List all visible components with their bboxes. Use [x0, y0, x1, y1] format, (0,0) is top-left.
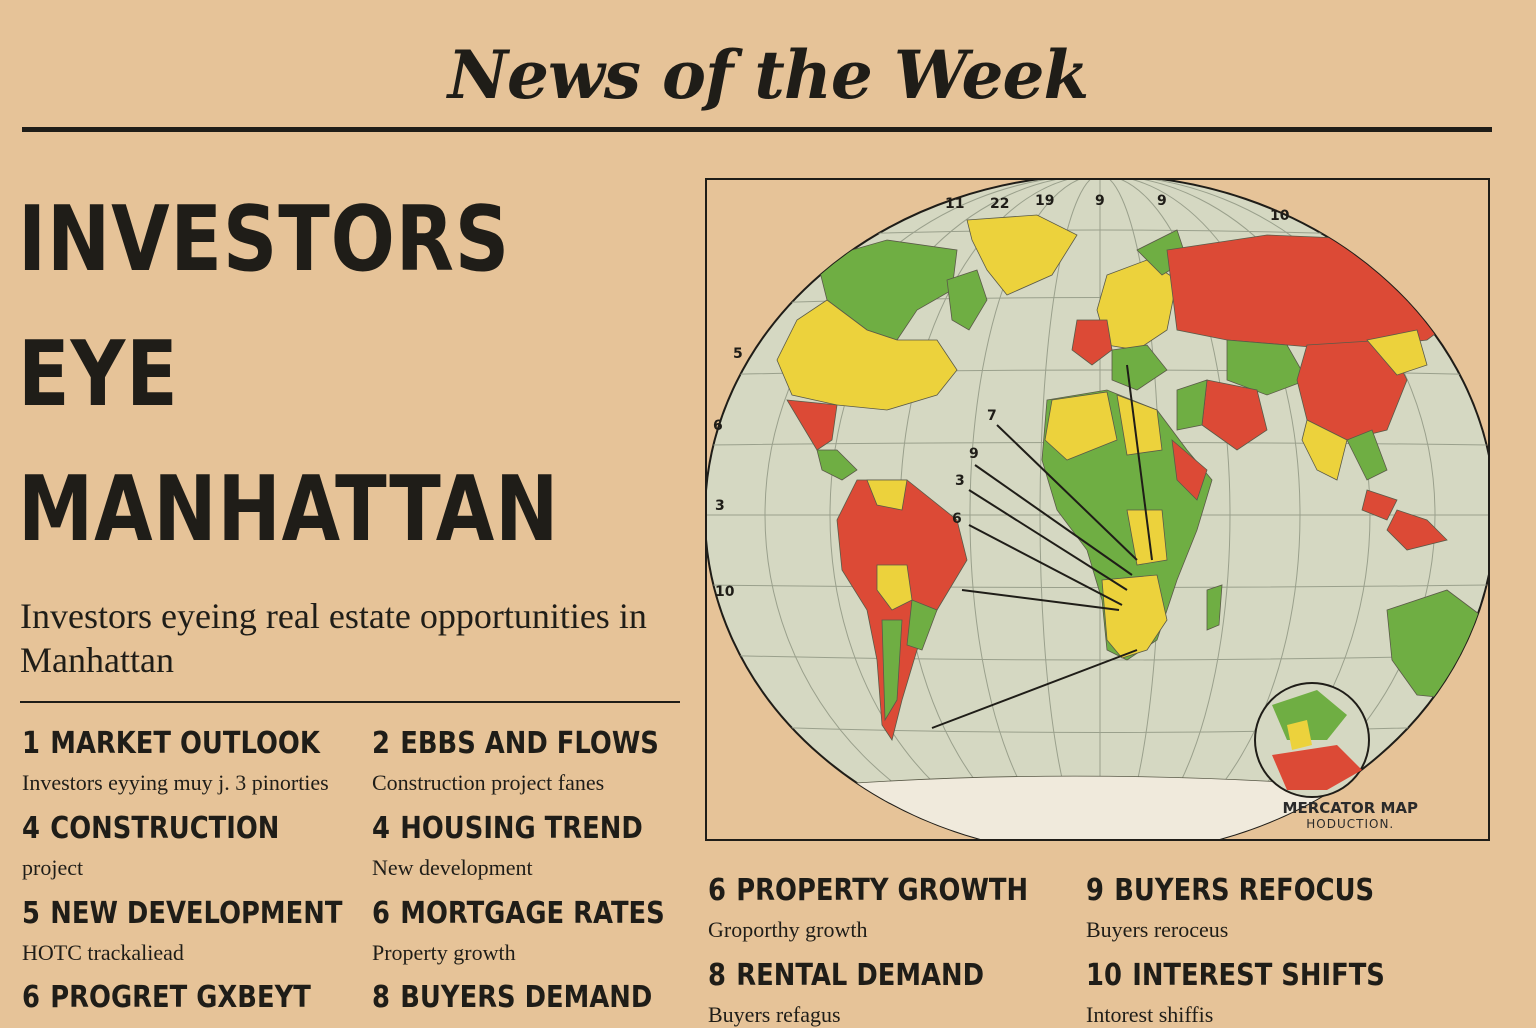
item-title: CONSTRUCTION: [50, 811, 280, 846]
headline-line-3: MANHATTAN: [18, 457, 560, 562]
item-subtitle: New development: [372, 855, 533, 880]
map-caption-title: MERCATOR MAP: [1282, 799, 1418, 817]
news-item-rental-demand[interactable]: 8 RENTAL DEMAND Buyers refagus: [708, 958, 1048, 1028]
world-map-svg: 11 22 19 9 9 10 5 6 3 10 7 9 3 6: [707, 180, 1488, 839]
item-title: MARKET OUTLOOK: [50, 726, 320, 761]
item-number: 6: [372, 896, 390, 931]
landmasses: [776, 214, 1488, 839]
item-number: 4: [22, 811, 40, 846]
map-top-label: 11: [945, 196, 964, 212]
headline-line-1: INVESTORS: [18, 187, 511, 292]
item-subtitle: HOTC trackaliead: [22, 940, 184, 965]
item-title: EBBS AND FLOWS: [400, 726, 659, 761]
item-number: 4: [372, 811, 390, 846]
world-map-figure: 11 22 19 9 9 10 5 6 3 10 7 9 3 6 MERCATO…: [705, 178, 1490, 841]
item-title: BUYERS REFOCUS: [1114, 873, 1375, 908]
map-caption-subtitle: HODUCTION.: [1306, 817, 1395, 831]
item-number: 5: [22, 896, 40, 931]
item-title: BUYERS DEMAND: [400, 980, 653, 1015]
item-title: HOUSING TREND: [400, 811, 643, 846]
map-callout-label: 9: [969, 446, 979, 462]
map-top-label: 22: [990, 196, 1009, 212]
headline: INVESTORS EYE MANHATTAN: [18, 172, 589, 577]
item-subtitle: project: [22, 855, 84, 880]
item-subtitle: Intorest shiffis: [1086, 1002, 1214, 1027]
news-item-new-development[interactable]: 5 NEW DEVELOPMENT HOTC trackaliead: [22, 896, 362, 966]
headline-line-2: EYE: [18, 322, 179, 427]
map-top-label: 9: [1095, 193, 1105, 209]
news-item-buyers-refocus[interactable]: 9 BUYERS REFOCUS Buyers reroceus: [1086, 873, 1426, 943]
news-item-property-growth[interactable]: 6 PROPERTY GROWTH Groporthy growth: [708, 873, 1048, 943]
map-top-label: 19: [1035, 193, 1054, 209]
news-item-buyers-demand[interactable]: 8 BUYERS DEMAND: [372, 980, 712, 1016]
section-rule: [20, 701, 680, 703]
news-item-construction[interactable]: 4 CONSTRUCTION project: [22, 811, 362, 881]
item-subtitle: Construction project fanes: [372, 770, 605, 795]
subheadline: Investors eyeing real estate opportuniti…: [20, 596, 647, 680]
news-item-mortgage-rates[interactable]: 6 MORTGAGE RATES Property growth: [372, 896, 712, 966]
item-subtitle: Investors eyying muy j. 3 pinorties: [22, 770, 329, 795]
news-item-market-outlook[interactable]: 1 MARKET OUTLOOK Investors eyying muy j. …: [22, 726, 362, 796]
map-callout-label: 7: [987, 408, 997, 424]
item-title: PROGRET GXBEYT: [50, 980, 311, 1015]
item-number: 1: [22, 726, 40, 761]
item-number: 10: [1086, 958, 1122, 993]
item-title: RENTAL DEMAND: [736, 958, 985, 993]
map-top-label: 10: [1270, 208, 1290, 224]
map-side-label: 3: [715, 498, 725, 514]
map-caption: MERCATOR MAP HODUCTION.: [1283, 799, 1418, 831]
item-title: NEW DEVELOPMENT: [50, 896, 343, 931]
item-number: 6: [708, 873, 726, 908]
map-side-label: 10: [715, 584, 735, 600]
news-item-housing-trend[interactable]: 4 HOUSING TREND New development: [372, 811, 712, 881]
news-item-interest-shifts[interactable]: 10 INTEREST SHIFTS Intorest shiffis: [1086, 958, 1426, 1028]
item-number: 9: [1086, 873, 1104, 908]
item-subtitle: Buyers reroceus: [1086, 917, 1229, 942]
item-number: 6: [22, 980, 40, 1015]
item-subtitle: Property growth: [372, 940, 516, 965]
item-number: 8: [372, 980, 390, 1015]
map-side-label: 6: [713, 418, 723, 434]
top-rule: [22, 127, 1492, 132]
map-top-label: 9: [1157, 193, 1167, 209]
item-subtitle: Buyers refagus: [708, 1002, 841, 1027]
item-number: 8: [708, 958, 726, 993]
inset-globe: [1254, 682, 1370, 798]
map-side-label: 5: [733, 346, 743, 362]
news-item-ebbs-and-flows[interactable]: 2 EBBS AND FLOWS Construction project fan…: [372, 726, 712, 796]
item-title: MORTGAGE RATES: [400, 896, 665, 931]
map-callout-label: 3: [955, 473, 965, 489]
map-callout-label: 6: [952, 511, 962, 527]
item-subtitle: Groporthy growth: [708, 917, 868, 942]
item-number: 2: [372, 726, 390, 761]
item-title: INTEREST SHIFTS: [1132, 958, 1385, 993]
masthead-title: News of the Week: [447, 36, 1090, 114]
callout-lines: [931, 364, 1153, 729]
news-item-progret[interactable]: 6 PROGRET GXBEYT: [22, 980, 362, 1016]
item-title: PROPERTY GROWTH: [736, 873, 1029, 908]
